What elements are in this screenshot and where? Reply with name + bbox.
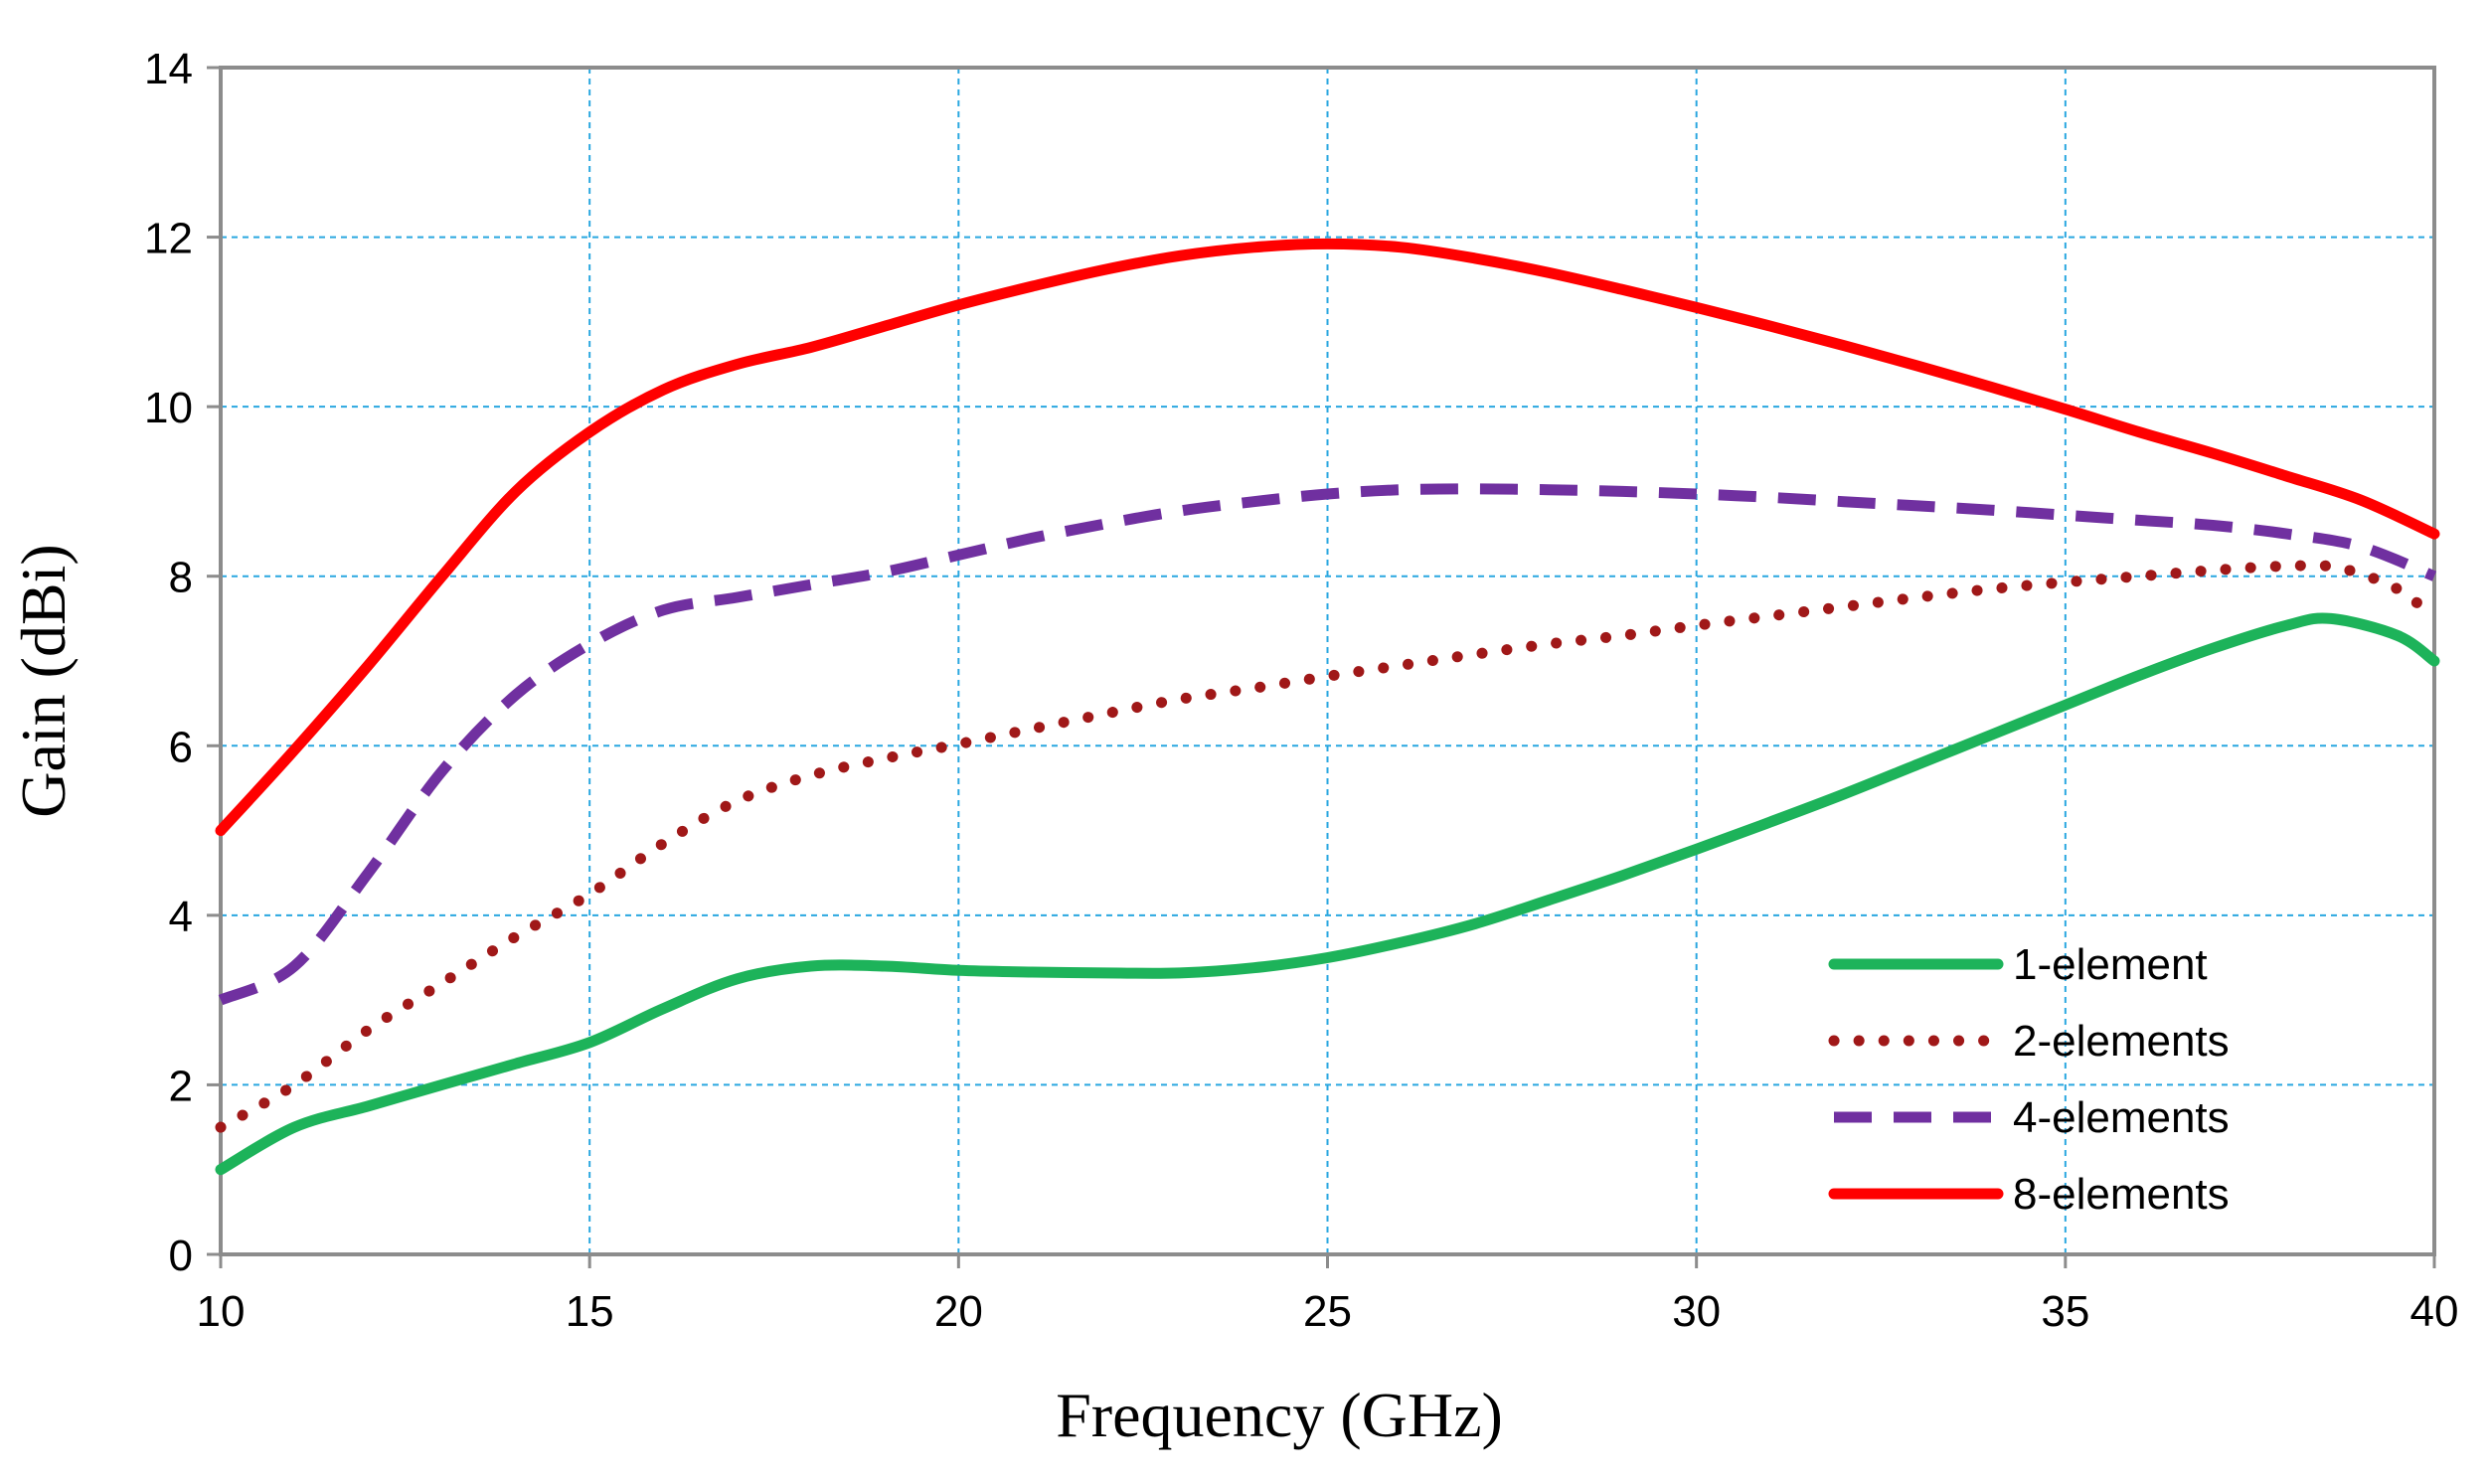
series-line-1-element [215,612,2440,1176]
grid-lines [221,68,2434,1254]
legend-label-4-elements: 4-elements [2013,1093,2230,1142]
y-tick-label: 2 [169,1062,193,1110]
x-tick-label: 25 [1303,1287,1352,1336]
tick-labels: 10 15 20 25 30 35 40 0 2 4 6 8 10 12 14 [144,45,2458,1336]
legend-label-1-element: 1-element [2013,940,2208,989]
x-tick-label: 15 [566,1287,614,1336]
y-tick-label: 8 [169,554,193,602]
y-tick-label: 0 [169,1232,193,1280]
legend: 1-element 2-elements 4-elements 8-elemen… [1828,940,2230,1219]
x-tick-label: 10 [197,1287,246,1336]
y-tick-label: 10 [144,384,193,432]
data-series [215,238,2440,1176]
y-tick-label: 14 [144,45,193,93]
series-line-8-elements [215,238,2440,837]
x-tick-label: 20 [934,1287,983,1336]
x-tick-label: 30 [1672,1287,1721,1336]
y-tick-label: 12 [144,215,193,263]
x-tick-label: 35 [2041,1287,2089,1336]
x-tick-label: 40 [2410,1287,2459,1336]
y-axis-title: Gain (dBi) [8,544,79,818]
y-tick-label: 4 [169,893,193,941]
series-line-2-elements [215,560,2440,1133]
legend-label-2-elements: 2-elements [2013,1017,2230,1066]
x-axis-title: Frequency (GHz) [1056,1380,1503,1450]
legend-label-8-elements: 8-elements [2013,1170,2230,1219]
y-tick-label: 6 [169,723,193,771]
